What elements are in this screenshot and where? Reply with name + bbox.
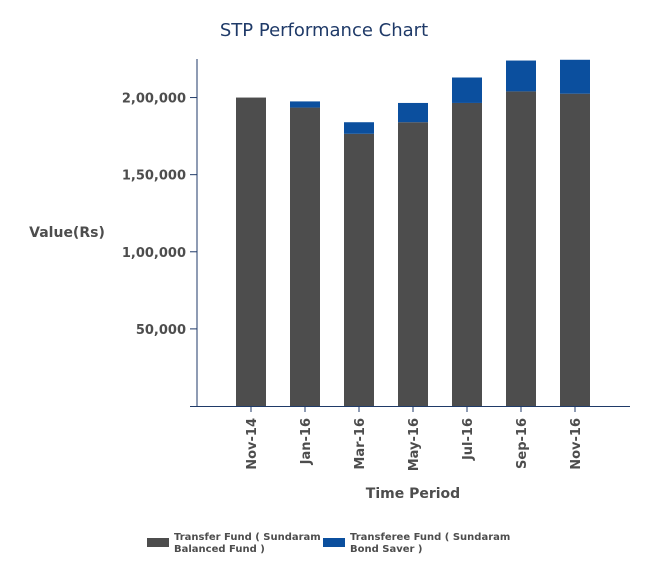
legend-label-transfer-fund: Transfer Fund ( Sundaram Balanced Fund ) (174, 532, 321, 555)
bar-transfer-fund (506, 91, 536, 407)
y-tick-label: 50,000 (136, 323, 186, 338)
bar-transfer-fund (344, 133, 374, 406)
x-tick-label: Nov-16 (569, 418, 584, 470)
plot-area: 50,000 1,00,000 1,50,000 2,00,000 Nov-14 Jan-… (122, 59, 630, 471)
x-tick-label: Jan-16 (299, 418, 314, 465)
bar-transferee-fund (506, 60, 536, 92)
bar-transfer-fund (236, 97, 266, 407)
x-tick-label: Mar-16 (353, 418, 368, 470)
x-tick-label: Jul-16 (461, 418, 476, 461)
legend-swatch-transferee-fund (323, 538, 345, 547)
y-axis-label: Value(Rs) (29, 225, 105, 241)
legend: Transfer Fund ( Sundaram Balanced Fund ) T… (147, 532, 510, 555)
x-tick-label: Sep-16 (515, 418, 530, 469)
x-tick-label: May-16 (407, 418, 422, 471)
legend-swatch-transfer-fund (147, 538, 169, 547)
y-tick-label: 1,00,000 (122, 246, 186, 261)
x-axis-label: Time Period (366, 486, 460, 502)
bar-transferee-fund (560, 59, 590, 94)
bar-transferee-fund (290, 101, 320, 108)
bar-transfer-fund (560, 93, 590, 406)
legend-label-transferee-fund: Transferee Fund ( Sundaram Bond Saver ) (350, 532, 510, 555)
y-tick-label: 1,50,000 (122, 169, 186, 184)
bar-transferee-fund (452, 77, 482, 103)
bar-transfer-fund (290, 107, 320, 406)
bar-transferee-fund (398, 102, 428, 123)
y-tick-label: 2,00,000 (122, 92, 186, 107)
bar-transfer-fund (452, 102, 482, 406)
chart-title: STP Performance Chart (220, 20, 428, 41)
x-tick-label: Nov-14 (245, 418, 260, 470)
bar-transferee-fund (344, 122, 374, 134)
bar-transfer-fund (398, 122, 428, 406)
